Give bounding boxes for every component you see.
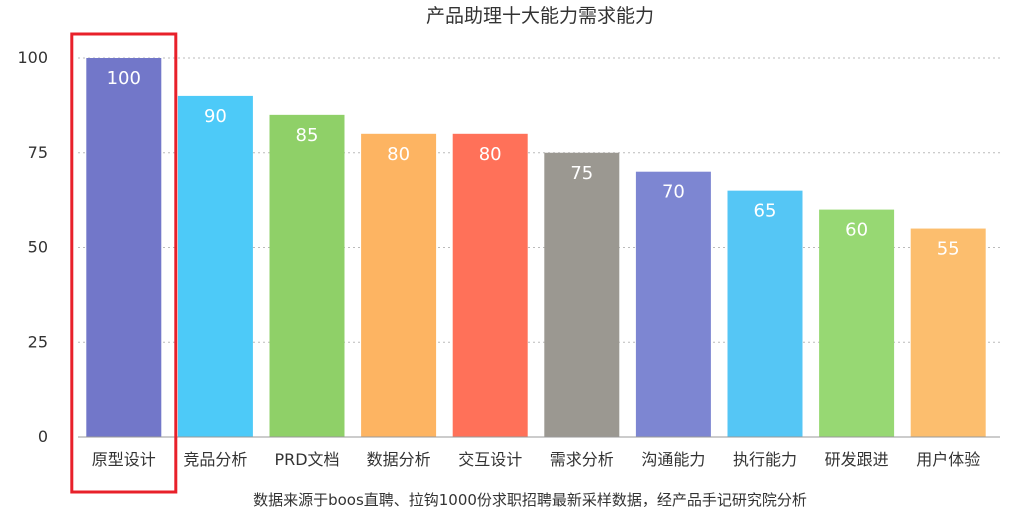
x-tick-label: 竞品分析 (183, 450, 247, 469)
bar-value-label: 80 (479, 144, 502, 165)
bar-value-label: 70 (662, 182, 685, 203)
bar (727, 190, 803, 437)
bar-value-label: 90 (204, 106, 227, 127)
bar (544, 152, 620, 437)
chart-title: 产品助理十大能力需求能力 (426, 5, 654, 27)
y-tick-label: 75 (28, 143, 48, 162)
bar (635, 171, 711, 437)
y-tick-label: 100 (17, 48, 48, 67)
x-tick-label: 沟通能力 (641, 450, 705, 469)
x-tick-label: 交互设计 (458, 450, 522, 469)
y-tick-label: 50 (28, 238, 48, 257)
bar (452, 133, 528, 438)
x-tick-label: 执行能力 (733, 450, 797, 469)
x-tick-label: 数据分析 (367, 450, 431, 469)
bar-value-label: 65 (754, 201, 777, 222)
bar-value-label: 60 (845, 220, 868, 241)
bar-value-label: 80 (387, 144, 410, 165)
x-axis-ticks: 原型设计 竞品分析 PRD文档 数据分析 交互设计 需求分析 沟通能力 执行能力 研发跟进 用户体… (92, 450, 980, 469)
bar-value-label: 75 (570, 163, 593, 184)
bar-value-label: 55 (937, 239, 960, 260)
bar-value-label: 100 (107, 68, 141, 89)
source-note: 数据来源于boos直聘、拉钩1000份求职招聘最新采样数据，经产品手记研究院分析 (253, 491, 807, 509)
bar-value-label: 85 (296, 125, 319, 146)
bar (910, 228, 986, 437)
highlight-box (70, 32, 178, 494)
bar (361, 133, 437, 438)
y-tick-label: 0 (38, 427, 48, 446)
y-axis-ticks: 0 25 50 75 100 (17, 48, 48, 446)
x-tick-label: 用户体验 (916, 450, 980, 469)
bar (269, 114, 345, 437)
x-tick-label: PRD文档 (274, 450, 339, 469)
grid-lines (78, 57, 1000, 343)
bar (177, 95, 253, 438)
x-tick-label: 需求分析 (550, 450, 614, 469)
y-tick-label: 25 (28, 332, 48, 351)
bars: 100 90 85 80 80 75 70 65 60 55 (86, 58, 986, 438)
bar (86, 58, 162, 437)
x-tick-label: 研发跟进 (825, 450, 889, 469)
x-tick-label: 原型设计 (92, 450, 156, 469)
bar (819, 209, 895, 437)
